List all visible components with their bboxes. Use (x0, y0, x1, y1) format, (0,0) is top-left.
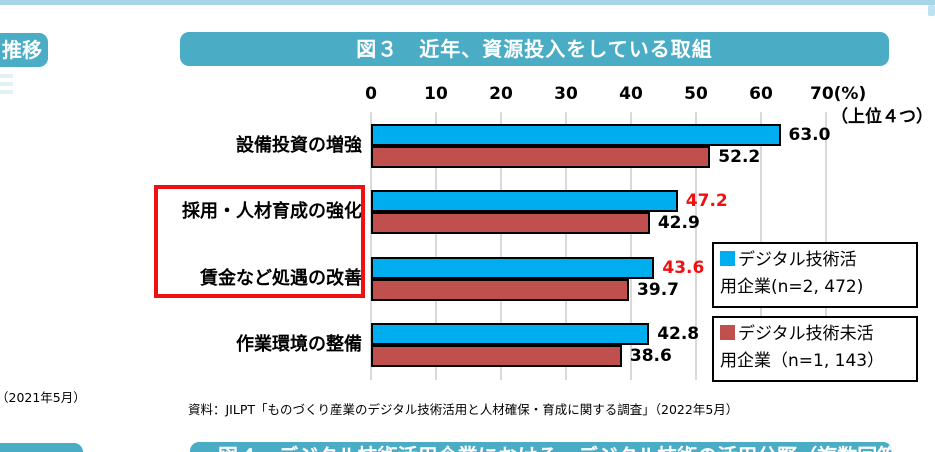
category-label: 設備投資の増強 (236, 135, 362, 156)
red-highlight-box (154, 185, 365, 298)
legend-swatch-red-icon (720, 325, 735, 340)
bar (371, 190, 678, 212)
gridline (500, 112, 502, 380)
bar-value-label: 52.2 (718, 147, 761, 167)
legend-swatch-blue-icon (720, 251, 735, 266)
top-border-strip (0, 0, 935, 5)
legend-box-digital-nonusers: デジタル技術未活 用企業（n=1, 143） (712, 316, 918, 382)
top-note: （上位４つ） (831, 107, 933, 127)
x-tick-label: 30 (554, 84, 578, 104)
x-tick-label: 70(%) (810, 84, 867, 104)
legend-line: デジタル技術未活 (720, 321, 910, 348)
x-tick-label: 40 (619, 84, 643, 104)
bar-value-label: 42.9 (657, 213, 700, 233)
bar (371, 323, 650, 345)
left-edge-faint-artifact (0, 74, 13, 96)
legend-label: デジタル技術活 (738, 250, 857, 270)
figure-title-banner: 図３ 近年、資源投入をしている取組 (180, 32, 889, 66)
gridline (565, 112, 567, 380)
category-label: 採用・人材育成の強化 (182, 201, 362, 222)
gridline (435, 112, 437, 380)
bar (371, 257, 655, 279)
bar-value-label: 38.6 (629, 346, 672, 366)
bar-value-label: 43.6 (662, 258, 705, 278)
source-note: 資料：JILPT「ものづくり産業のデジタル技術活用と人材確保・育成に関する調査」… (188, 402, 739, 417)
bar (371, 212, 650, 234)
legend-line: デジタル技術活 (720, 247, 910, 274)
next-figure-banner-label: 図４ デジタル技術活用企業における、デジタル技術の活用分野（複数回答） (218, 444, 892, 452)
gridline (695, 112, 697, 380)
left-partial-tab: 推移 (0, 33, 48, 67)
bar (371, 345, 622, 367)
legend-box-digital-users: デジタル技術活 用企業(n=2, 472) (712, 242, 918, 308)
x-tick-label: 60 (749, 84, 773, 104)
category-label: 賃金など処遇の改善 (200, 268, 362, 289)
bar-value-label: 42.8 (657, 324, 700, 344)
bar (371, 124, 781, 146)
legend-label-line2: 用企業（n=1, 143） (720, 351, 885, 371)
gridline (630, 112, 632, 380)
x-tick-label: 20 (489, 84, 513, 104)
bottom-left-partial-tab (0, 443, 83, 452)
gridline (370, 112, 372, 380)
bar (371, 146, 711, 168)
x-tick-label: 50 (684, 84, 708, 104)
next-figure-banner: 図４ デジタル技術活用企業における、デジタル技術の活用分野（複数回答） (190, 442, 892, 452)
x-tick-label: 0 (365, 84, 377, 104)
legend-label-line2: 用企業(n=2, 472) (720, 277, 864, 297)
left-date-note: （2021年5月） (0, 390, 86, 405)
bar-value-label: 47.2 (685, 191, 728, 211)
bar (371, 279, 630, 301)
top-right-artifact (928, 5, 935, 16)
figure-title: 図３ 近年、資源投入をしている取組 (356, 37, 713, 61)
x-tick-label: 10 (424, 84, 448, 104)
bar-value-label: 39.7 (637, 280, 679, 300)
category-label: 作業環境の整備 (236, 334, 362, 355)
bar-value-label: 63.0 (788, 125, 831, 145)
legend-label: デジタル技術未活 (738, 324, 874, 344)
left-partial-tab-label: 推移 (2, 38, 42, 62)
